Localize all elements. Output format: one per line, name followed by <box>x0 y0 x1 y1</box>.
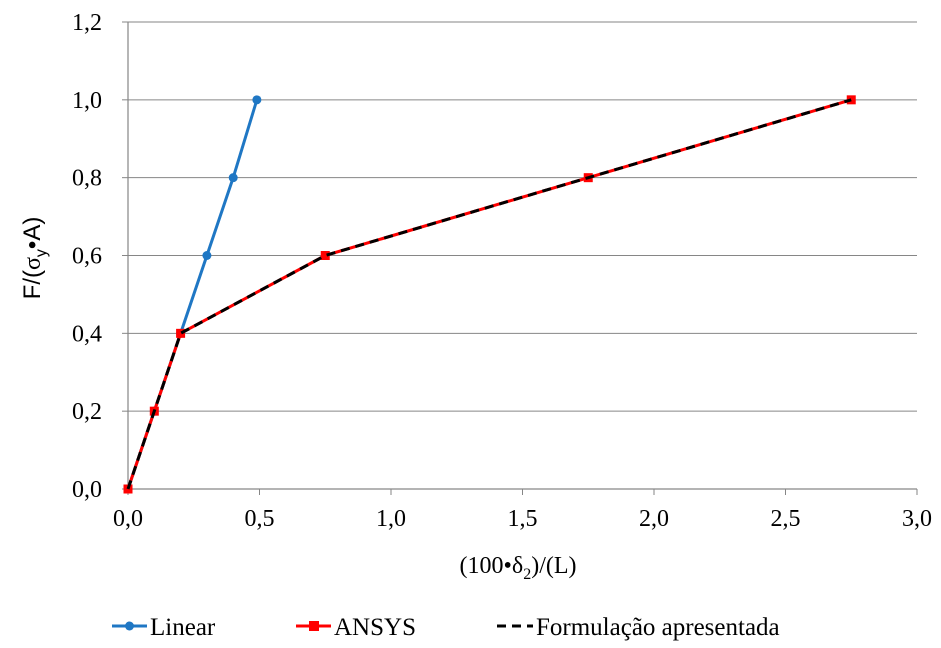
legend-item-linear: Linear <box>112 614 216 641</box>
data-point-ansys <box>320 251 330 260</box>
legend-label-ansys: ANSYS <box>334 614 416 641</box>
data-point-ansys <box>176 328 186 338</box>
legend-item-ansys: ANSYS <box>296 614 416 641</box>
y-tick-label: 1,2 <box>72 10 102 36</box>
grid <box>128 21 917 412</box>
series <box>123 95 856 494</box>
data-point-linear <box>202 251 212 260</box>
series-ansys <box>123 95 856 494</box>
x-tick-label: 2,5 <box>771 506 801 532</box>
y-tick-label: 0,4 <box>72 321 102 347</box>
x-tick-label: 1,0 <box>376 506 406 532</box>
axes <box>122 21 918 495</box>
legend-label-linear: Linear <box>150 614 216 641</box>
y-tick-label: 1,0 <box>72 88 102 114</box>
legend-item-formulacao: Formulação apresentada <box>497 614 780 641</box>
x-axis-title: (100•δ2)/(L) <box>459 553 576 583</box>
series-formulacao-apresentada <box>126 98 852 490</box>
y-tick-label: 0,6 <box>72 244 102 270</box>
x-tick-label: 2,0 <box>639 506 669 532</box>
y-tick-label: 0,0 <box>72 477 102 503</box>
x-tick-label: 0,5 <box>245 506 275 532</box>
legend-marker-linear <box>125 621 134 631</box>
series-linear <box>123 95 262 494</box>
x-tick-labels: 0,0 0,5 1,0 1,5 2,0 2,5 3,0 <box>113 506 932 532</box>
x-tick-label: 0,0 <box>113 506 143 532</box>
y-axis-title: F/(σy•A) <box>19 217 50 300</box>
legend-marker-ansys <box>309 621 319 631</box>
x-tick-label: 1,5 <box>508 506 538 532</box>
data-point-linear <box>228 173 238 183</box>
data-point-linear <box>252 95 262 105</box>
series-line-formulacao-apresentada <box>126 98 852 490</box>
legend: Linear ANSYS Formulação apresentada <box>112 614 780 641</box>
y-tick-labels: 0,0 0,2 0,4 0,6 0,8 1,0 1,2 <box>72 10 102 503</box>
legend-label-formulacao: Formulação apresentada <box>536 614 780 641</box>
series-line-ansys <box>126 98 852 490</box>
x-tick-label: 3,0 <box>902 506 932 532</box>
y-tick-label: 0,8 <box>72 166 102 192</box>
y-tick-label: 0,2 <box>72 399 102 425</box>
